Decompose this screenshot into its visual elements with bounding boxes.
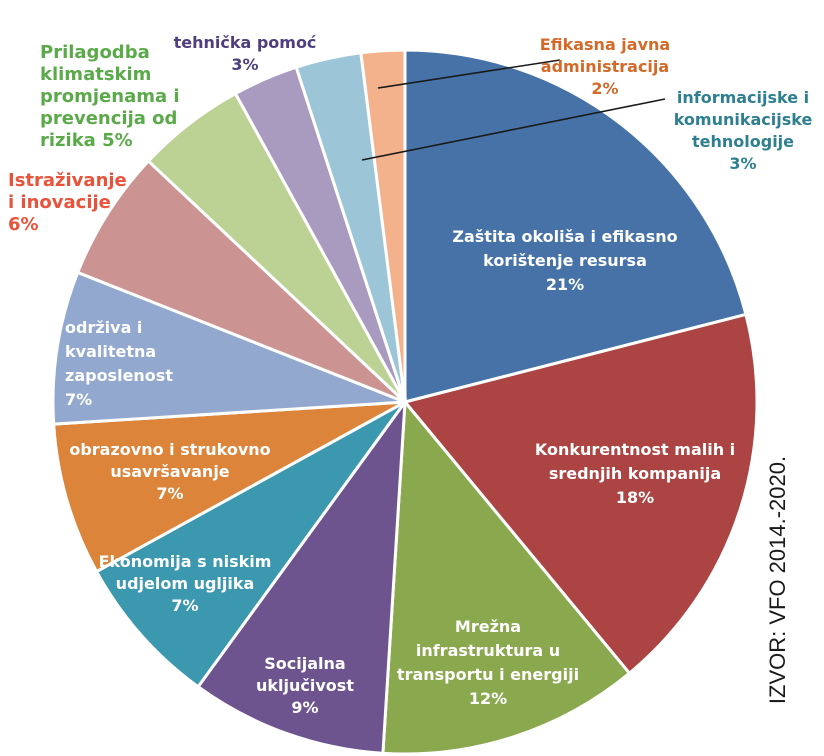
slice-label-line: 18% (616, 488, 654, 507)
slice-label-line: klimatskim (40, 64, 151, 85)
slice-label-line: kvalitetna (65, 342, 156, 361)
slice-label: Istraživanje i inovacije 6% (8, 170, 127, 235)
pie-slice (359, 48, 407, 403)
slice-label-line: 9% (291, 698, 318, 717)
slice-label: Zaštita okoliša i efikasno korištenje res… (452, 227, 677, 294)
slice-label: Efikasna javna administracija 2% (540, 35, 670, 98)
slice-label-line: administracija (541, 57, 669, 76)
pie-slice (52, 400, 406, 574)
slice-label-line: Ekonomija s niskim (99, 552, 272, 571)
pie-slice (402, 312, 759, 676)
slice-label-line: Socijalna (264, 654, 345, 673)
slice-label: održiva i kvalitetna zaposlenost 7% (65, 318, 173, 409)
slice-label: Mrežna infrastruktura u transportu i energ… (397, 617, 579, 708)
slice-label-line: srednjih kompanija (549, 464, 721, 483)
pie-slice (51, 270, 406, 426)
leader-line (361, 98, 666, 161)
slice-label-line: prevencija od (40, 108, 177, 129)
slice-label-line: održiva i (65, 318, 142, 337)
slice-label-line: tehnologije (692, 132, 794, 151)
slice-label-line: 3% (231, 55, 258, 74)
slice-label-line: uključivost (256, 676, 354, 695)
slice-label: Konkurentnost malih i srednjih kompanija 1… (535, 440, 735, 507)
slice-label-line: Istraživanje (8, 170, 127, 191)
pie-slice (75, 158, 407, 404)
slice-label-line: korištenje resursa (483, 251, 647, 270)
slice-label: tehnička pomoć 3% (174, 33, 317, 74)
slice-label-line: 3% (729, 154, 756, 173)
slice-label-line: Zaštita okoliša i efikasno (452, 227, 677, 246)
slice-label-line: Efikasna javna (540, 35, 670, 54)
slice-label-line: udjelom ugljika (116, 574, 255, 593)
slice-label-line: 12% (469, 689, 507, 708)
slice-label-line: 6% (8, 214, 39, 235)
slice-label: Ekonomija s niskim udjelom ugljika 7% (99, 552, 272, 615)
slice-label-line: infrastruktura u (416, 641, 560, 660)
slice-label-line: 7% (171, 596, 198, 615)
slice-label-line: promjenama i (40, 86, 180, 107)
slice-label-line: 7% (65, 390, 92, 409)
slice-label: informacijske i komunikacijske tehnologije… (674, 88, 813, 173)
slice-label-line: 7% (156, 484, 183, 503)
pie-slice (381, 398, 632, 756)
source-note: IZVOR: VFO 2014.-2020. (765, 456, 790, 704)
pie-slice (403, 48, 748, 404)
slice-label-line: transportu i energiji (397, 665, 579, 684)
slice-label-line: usavršavanje (110, 462, 229, 481)
slice-label: Prilagodba klimatskim promjenama i prevenci… (40, 42, 180, 151)
slice-label-line: obrazovno i strukovno (69, 440, 270, 459)
slice-labels: Zaštita okoliša i efikasno korištenje res… (8, 33, 812, 717)
slice-label-line: i inovacije (8, 192, 111, 213)
slice-label-line: informacijske i (677, 88, 809, 107)
slice-label-line: Prilagodba (40, 42, 150, 63)
leader-line (377, 59, 561, 89)
slice-label-line: tehnička pomoć (174, 33, 317, 52)
slice-label-line: rizika 5% (40, 130, 133, 151)
slice-label-line: 2% (591, 79, 618, 98)
pie-slice (94, 400, 407, 689)
slice-label: obrazovno i strukovno usavršavanje 7% (69, 440, 270, 503)
slice-label: Socijalna uključivost 9% (256, 654, 354, 717)
leader-lines (361, 59, 666, 161)
pie-slices (51, 48, 759, 756)
slice-label-line: Konkurentnost malih i (535, 440, 735, 459)
slice-label-line: zaposlenost (65, 366, 173, 385)
slice-label-line: Mrežna (455, 617, 521, 636)
slice-label-line: 21% (546, 275, 584, 294)
slice-label-line: komunikacijske (674, 110, 813, 129)
pie-slice (196, 396, 407, 755)
